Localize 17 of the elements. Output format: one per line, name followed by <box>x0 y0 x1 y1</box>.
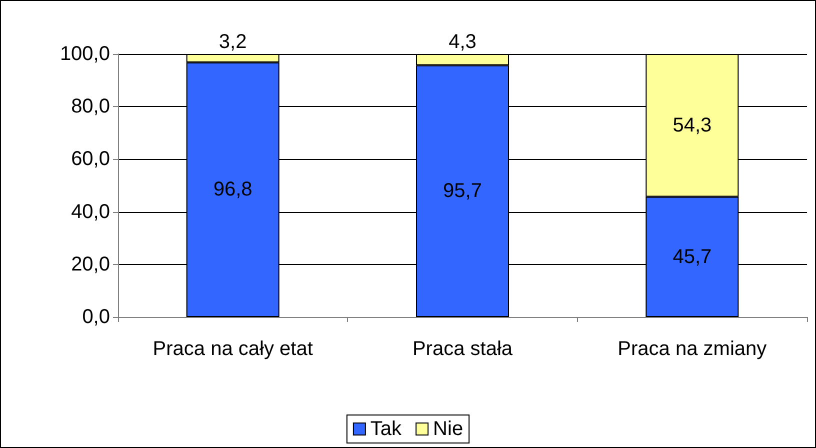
legend-label: Tak <box>370 418 403 440</box>
y-tick-label: 20,0 <box>71 253 110 276</box>
y-tick-label: 0,0 <box>82 306 110 328</box>
y-tick-label: 80,0 <box>71 96 110 118</box>
data-label: 45,7 <box>672 246 712 268</box>
data-label: 54,3 <box>672 114 712 136</box>
y-tick-label: 100,0 <box>60 43 110 65</box>
data-label: 4,3 <box>448 31 476 53</box>
x-tick-label: Praca stała <box>412 338 514 360</box>
data-label: 96,8 <box>213 178 252 201</box>
data-label: 95,7 <box>443 180 482 202</box>
x-tick-label: Praca na zmiany <box>618 338 767 360</box>
y-tick-label: 60,0 <box>71 148 110 170</box>
y-tick-label: 40,0 <box>71 200 110 223</box>
x-tick-label: Praca na cały etat <box>152 338 314 360</box>
legend-label: Nie <box>433 418 464 440</box>
data-label: 3,2 <box>218 31 247 53</box>
